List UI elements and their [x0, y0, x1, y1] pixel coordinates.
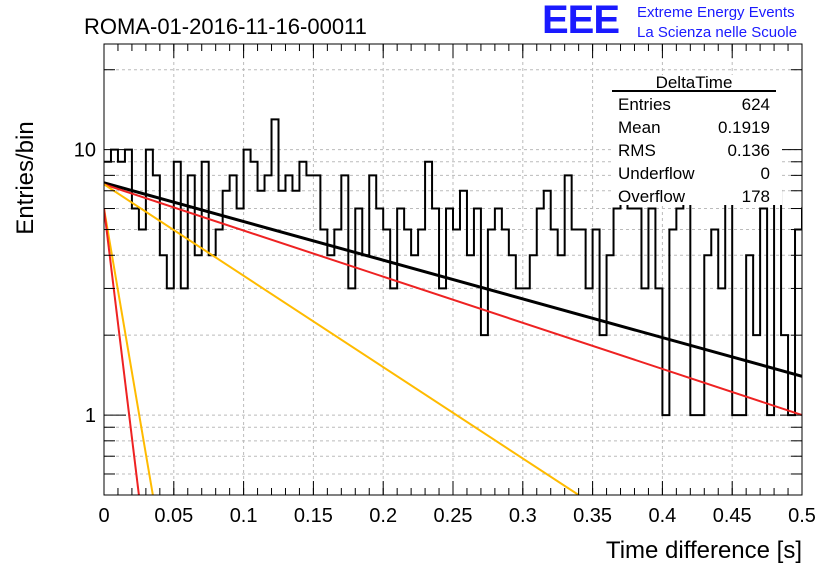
run-title: ROMA-01-2016-11-16-00011	[84, 14, 367, 39]
x-tick-label: 0	[98, 505, 109, 527]
y-tick-labels: 1 10	[74, 140, 96, 427]
logo-line-1: Extreme Energy Events	[637, 4, 795, 21]
x-tick-label: 0.3	[509, 505, 537, 527]
fit-curve	[104, 183, 802, 417]
y-tick-label: 10	[74, 140, 96, 162]
stats-row-label: Overflow	[618, 187, 686, 206]
x-tick-label: 0.05	[154, 505, 193, 527]
fit-curve	[104, 181, 802, 378]
x-tick-label: 0.25	[434, 505, 473, 527]
x-axis-label: Time difference [s]	[606, 537, 802, 564]
stats-row-value: 0.136	[727, 141, 770, 160]
stats-row-value: 0	[761, 164, 770, 183]
histogram-outline	[104, 118, 802, 417]
fit-curve	[104, 208, 154, 495]
eee-logo-mark: EEE	[542, 0, 620, 42]
stats-row-value: 624	[742, 95, 770, 114]
stats-title: DeltaTime	[656, 73, 733, 92]
y-tick-label: 1	[85, 405, 96, 427]
stats-row-value: 0.1919	[718, 118, 770, 137]
y-axis-label: Entries/bin	[12, 121, 39, 234]
stats-row-label: Mean	[618, 118, 661, 137]
x-tick-labels: 0 0.05 0.1 0.15 0.2 0.25 0.3 0.35 0.4 0.45 0.5	[98, 505, 815, 527]
stats-box-background	[612, 75, 782, 205]
x-tick-label: 0.1	[230, 505, 258, 527]
x-tick-label: 0.45	[713, 505, 752, 527]
x-tick-label: 0.4	[648, 505, 676, 527]
axis-ticks	[103, 44, 803, 496]
x-tick-label: 0.5	[788, 505, 816, 527]
fit-curve	[104, 183, 580, 495]
fit-curve	[104, 208, 140, 495]
x-tick-label: 0.2	[369, 505, 397, 527]
stats-row-label: Entries	[618, 95, 671, 114]
histogram-bars	[104, 118, 802, 417]
logo-line-2: La Scienza nelle Scuole	[637, 24, 798, 41]
x-tick-label: 0.35	[573, 505, 612, 527]
stats-row-value: 178	[742, 187, 770, 206]
stats-box: DeltaTime Entries 624 Mean 0.1919 RMS 0.136 Un…	[612, 73, 782, 206]
stats-row-label: Underflow	[618, 164, 695, 183]
stats-row-label: RMS	[618, 141, 656, 160]
x-tick-label: 0.15	[294, 505, 333, 527]
fit-curves	[104, 181, 802, 495]
